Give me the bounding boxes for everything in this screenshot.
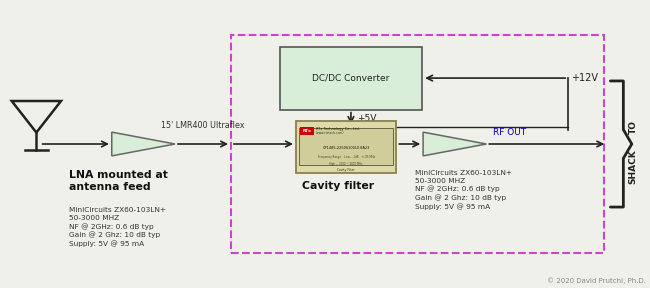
Text: CP1485-2250S100L0.8A23: CP1485-2250S100L0.8A23 <box>322 146 370 150</box>
Text: RTx: RTx <box>302 129 311 133</box>
Text: High -- 3000 ~ 3000 MHz: High -- 3000 ~ 3000 MHz <box>330 162 363 166</box>
Text: LNA mounted at
antenna feed: LNA mounted at antenna feed <box>69 170 168 192</box>
Text: 15' LMR400 Ultraflex: 15' LMR400 Ultraflex <box>161 121 245 130</box>
Text: DC/DC Converter: DC/DC Converter <box>312 73 389 83</box>
Text: RTx Technology Co., Ltd.: RTx Technology Co., Ltd. <box>316 127 359 131</box>
FancyBboxPatch shape <box>296 121 396 173</box>
Text: SHACK: SHACK <box>629 149 638 184</box>
Polygon shape <box>423 132 486 156</box>
Polygon shape <box>112 132 175 156</box>
Text: Cavity filter: Cavity filter <box>302 181 374 191</box>
FancyBboxPatch shape <box>299 128 393 166</box>
Bar <box>231 35 604 253</box>
Text: MiniCircuits ZX60-103LN+
50-3000 MHZ
NF @ 2GHz: 0.6 dB typ
Gain @ 2 Ghz: 10 dB t: MiniCircuits ZX60-103LN+ 50-3000 MHZ NF … <box>415 170 512 210</box>
FancyBboxPatch shape <box>300 127 314 135</box>
FancyBboxPatch shape <box>280 47 422 110</box>
Text: © 2020 David Prutchi, Ph.D.: © 2020 David Prutchi, Ph.D. <box>547 278 646 285</box>
Text: +12V: +12V <box>571 73 599 83</box>
Text: (www.rtxtech.com): (www.rtxtech.com) <box>316 131 344 135</box>
Text: +5V: +5V <box>358 114 377 123</box>
Text: RF OUT: RF OUT <box>493 128 526 137</box>
Text: Frequency Range    Low -- 1dB   +/-95 MHz: Frequency Range Low -- 1dB +/-95 MHz <box>318 155 374 159</box>
Text: Cavity Filter: Cavity Filter <box>337 168 355 172</box>
Text: MiniCircuits ZX60-103LN+
50-3000 MHZ
NF @ 2GHz: 0.6 dB typ
Gain @ 2 Ghz: 10 dB t: MiniCircuits ZX60-103LN+ 50-3000 MHZ NF … <box>69 207 166 247</box>
Text: TO: TO <box>629 120 638 134</box>
